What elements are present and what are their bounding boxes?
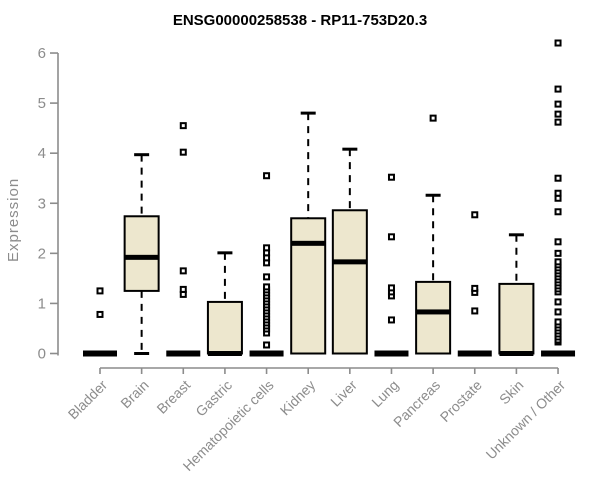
category-label-unknown-other: Unknown / Other [483, 377, 569, 463]
outlier-point-unknown-other [554, 298, 562, 306]
outlier-point-unknown-other [554, 189, 562, 197]
y-tick-label: 2 [38, 245, 46, 262]
flat-box-lung [374, 350, 409, 357]
category-label-brain: Brain [117, 377, 151, 411]
y-tick-label: 4 [38, 145, 46, 162]
y-tick-label: 6 [38, 45, 46, 62]
outlier-point-unknown-other [554, 85, 562, 93]
category-label-liver: Liver [327, 377, 360, 410]
outlier-point-breast [179, 267, 187, 275]
outlier-point-lung [387, 284, 395, 292]
box-brain [123, 215, 160, 292]
median-line-kidney [291, 240, 326, 246]
y-axis-label: Expression [5, 177, 22, 262]
outlier-point-unknown-other [554, 258, 562, 266]
box-skin [498, 282, 535, 355]
category-label-kidney: Kidney [277, 377, 319, 419]
flat-box-bladder [83, 350, 117, 357]
y-tick-label: 5 [38, 95, 46, 112]
outlier-point-lung [387, 233, 395, 241]
median-line-gastric [207, 351, 242, 356]
box-pancreas [415, 280, 452, 355]
outlier-point-unknown-other [554, 208, 562, 216]
y-tick-label: 3 [38, 195, 46, 212]
box-liver [331, 209, 368, 355]
outlier-point-prostate [471, 211, 479, 219]
median-line-skin [499, 351, 534, 356]
outlier-point-hematopoietic-cells [263, 244, 271, 252]
outlier-point-unknown-other [554, 118, 562, 126]
outlier-point-breast [179, 148, 187, 156]
category-label-lung: Lung [368, 377, 401, 410]
median-line-liver [332, 259, 367, 265]
outlier-point-unknown-other [554, 249, 562, 257]
median-line-brain [124, 254, 159, 260]
outlier-point-lung [387, 173, 395, 181]
outlier-point-unknown-other [554, 39, 562, 47]
outlier-point-prostate [471, 307, 479, 315]
category-label-bladder: Bladder [65, 377, 111, 423]
outlier-point-hematopoietic-cells [263, 172, 271, 180]
box-gastric [206, 300, 243, 355]
outlier-point-breast [179, 122, 187, 130]
flat-box-unknown-other [541, 350, 576, 357]
y-tick-label: 0 [38, 346, 46, 363]
outlier-point-unknown-other [554, 174, 562, 182]
category-label-skin: Skin [496, 377, 527, 408]
category-label-breast: Breast [153, 377, 193, 417]
box-kidney [290, 217, 327, 355]
outlier-point-prostate [471, 284, 479, 292]
outlier-point-bladder [96, 310, 104, 318]
outlier-point-hematopoietic-cells [263, 341, 271, 349]
outlier-point-unknown-other [554, 238, 562, 246]
outlier-point-unknown-other [554, 100, 562, 108]
outlier-point-unknown-other [554, 318, 562, 326]
outlier-point-hematopoietic-cells [263, 283, 271, 291]
outlier-point-unknown-other [554, 308, 562, 316]
flat-box-prostate [457, 350, 492, 357]
y-tick-label: 1 [38, 295, 46, 312]
outlier-point-bladder [96, 287, 104, 295]
outlier-point-unknown-other [554, 110, 562, 118]
flat-box-breast [166, 350, 201, 357]
flat-box-hematopoietic-cells [249, 350, 284, 357]
outlier-point-breast [179, 285, 187, 293]
outlier-point-lung [387, 316, 395, 324]
outlier-point-hematopoietic-cells [263, 273, 271, 281]
outlier-point-pancreas [429, 114, 437, 122]
median-line-pancreas [416, 309, 451, 315]
category-label-prostate: Prostate [437, 377, 485, 425]
chart-title: ENSG00000258538 - RP11-753D20.3 [172, 12, 428, 29]
